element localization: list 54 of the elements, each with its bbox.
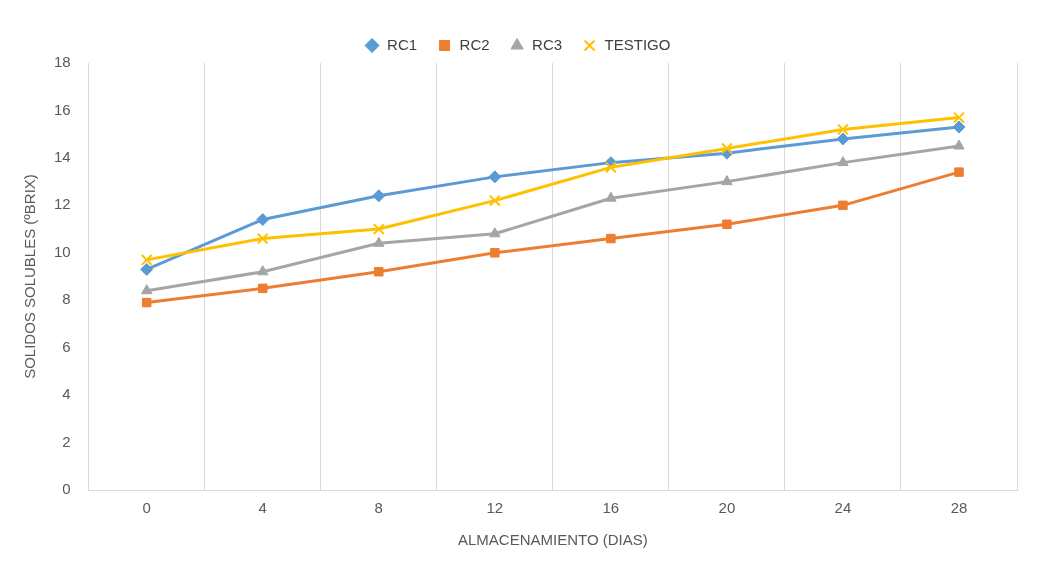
point: [720, 142, 733, 155]
x-tick-label: 4: [258, 499, 267, 517]
point: [606, 233, 616, 244]
x-tick-label: 16: [602, 499, 620, 517]
point: [837, 156, 849, 167]
point: [953, 139, 965, 150]
point: [490, 248, 500, 258]
point: [722, 219, 732, 230]
y-tick-label: 16: [54, 100, 71, 118]
point: [372, 189, 386, 203]
y-tick-label: 2: [62, 432, 71, 450]
point: [605, 191, 617, 202]
point: [953, 111, 965, 124]
y-tick-label: 18: [54, 53, 71, 71]
point: [140, 253, 153, 266]
point: [257, 265, 269, 276]
point: [488, 194, 501, 207]
y-tick-label: 10: [54, 242, 71, 260]
point: [721, 175, 733, 186]
y-tick-label: 14: [54, 148, 71, 166]
y-tick-label: 0: [62, 480, 71, 498]
y-tick-label: 6: [62, 337, 71, 355]
x-tick-label: 8: [374, 499, 383, 517]
point: [838, 200, 848, 211]
point: [141, 284, 153, 295]
x-tick-label: 0: [142, 499, 151, 517]
x-tick-label: 20: [718, 499, 736, 517]
y-axis-title: SOLIDOS SOLUBLES (ºBRIX): [21, 174, 39, 379]
point: [489, 227, 501, 238]
legend-label: RC2: [459, 35, 490, 53]
point: [488, 170, 502, 184]
point: [140, 262, 154, 276]
point: [604, 161, 617, 174]
y-tick-label: 8: [62, 290, 71, 308]
point: [374, 267, 384, 277]
point: [836, 123, 849, 136]
point: [258, 283, 268, 294]
legend-label: RC3: [532, 35, 563, 53]
y-tick-label: 4: [62, 385, 71, 403]
point: [836, 132, 850, 146]
point: [256, 232, 269, 245]
point: [954, 167, 964, 177]
legend-label: TESTIGO: [604, 35, 671, 53]
point: [141, 297, 152, 308]
point: [256, 213, 270, 227]
y-tick-label: 12: [54, 195, 71, 213]
x-axis-title: ALMACENAMIENTO (DIAS): [457, 531, 648, 549]
point: [372, 223, 385, 236]
legend-label: RC1: [387, 35, 418, 53]
point: [952, 120, 966, 134]
x-tick-label: 12: [486, 499, 504, 517]
x-tick-label: 24: [834, 499, 852, 517]
point: [373, 236, 385, 247]
x-tick-label: 28: [950, 499, 968, 517]
